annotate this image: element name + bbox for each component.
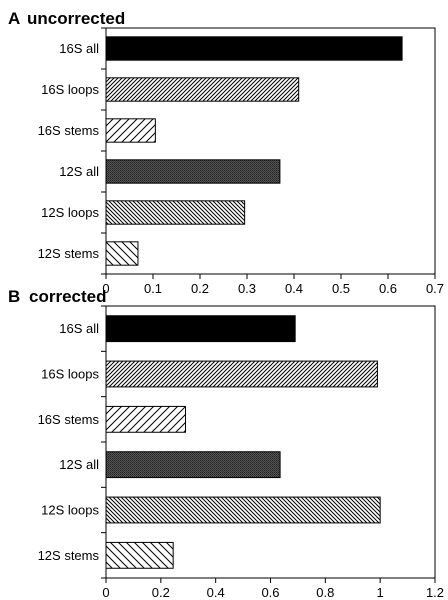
category-label: 12S all [59,457,99,472]
category-label: 12S stems [38,548,100,563]
category-label: 16S all [59,41,99,56]
bar-16s-all [105,315,296,343]
bar-12s-stems [105,241,139,266]
x-tick-label: 0.4 [207,585,225,600]
bar-16s-loops [105,360,378,388]
plot-frame [105,27,436,275]
bar-12s-loops [105,200,246,225]
x-tick-label: 0.7 [426,281,444,296]
x-tick-label: 0.3 [238,281,256,296]
category-label: 12S stems [38,246,100,261]
panel-b-plot: 16S all 16S loops 16S stems 12S all 12S loop… [38,305,444,600]
panel-b-title: corrected [29,287,106,306]
bar-16s-loops [105,77,300,102]
panel-a-letter: A [8,9,20,28]
plot-frame [105,305,436,579]
bar-12s-all [105,451,281,479]
bar-12s-stems [105,541,174,569]
x-tick-label: 1.2 [426,585,444,600]
panel-b: B corrected 16S all 16S loops 16S stems 12S… [8,287,444,600]
category-label: 16S loops [41,82,99,97]
category-label: 16S stems [38,412,100,427]
bar-16s-stems [105,405,187,433]
category-label: 16S loops [41,367,99,382]
bar-16s-stems [105,118,156,143]
x-tick-label: 0.2 [191,281,209,296]
category-label: 16S all [59,321,99,336]
panel-b-letter: B [8,287,20,306]
x-tick-label: 0.8 [316,585,334,600]
category-label: 12S loops [41,503,99,518]
bar-12s-loops [105,496,381,524]
category-label: 12S loops [41,205,99,220]
x-tick-label: 0 [102,585,109,600]
category-label: 16S stems [38,123,100,138]
panel-a-plot: 16S all 16S loops 16S stems 12S all 12S loop… [38,27,444,296]
x-tick-label: 0.1 [144,281,162,296]
bar-16s-all [105,36,403,61]
x-tick-label: 0.4 [285,281,303,296]
x-tick-label: 0.5 [332,281,350,296]
x-tick-label: 0.6 [261,585,279,600]
x-tick-label: 0 [102,281,109,296]
panel-a-title: uncorrected [27,9,125,28]
x-tick-label: 1 [377,585,384,600]
bar-12s-all [105,159,281,184]
x-tick-label: 0.6 [379,281,397,296]
category-label: 12S all [59,164,99,179]
x-tick-label: 0.2 [152,585,170,600]
